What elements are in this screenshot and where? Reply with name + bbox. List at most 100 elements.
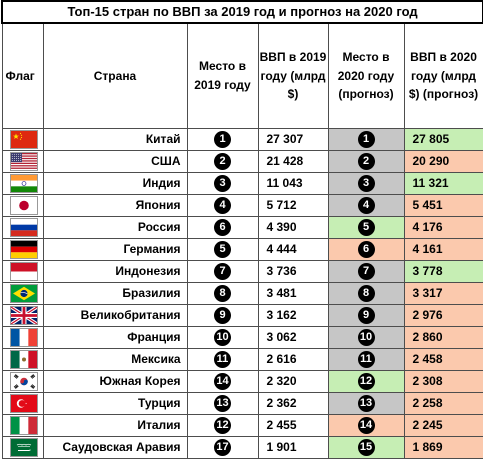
- rank-2020-cell: 13: [327, 392, 405, 415]
- rank-2019-badge: 6: [214, 219, 231, 236]
- gdp-2019-value: 3 162: [257, 304, 329, 327]
- india-flag-icon: [9, 174, 38, 193]
- country-name: Япония: [42, 194, 188, 217]
- gdp-2019-value: 2 362: [257, 392, 329, 415]
- rank-2019-badge: 7: [214, 263, 231, 280]
- rank-2019-badge: 3: [214, 175, 231, 192]
- flag-cell: [1, 348, 44, 371]
- rank-2020-cell: 14: [327, 414, 405, 437]
- rank-2019-badge: 11: [214, 351, 231, 368]
- flag-cell: [1, 216, 44, 239]
- rank-2019-cell: 1: [186, 128, 259, 151]
- flag-cell: [1, 414, 44, 437]
- gdp-2020-value: 3 317: [403, 282, 483, 305]
- rank-2020-cell: 12: [327, 370, 405, 393]
- gdp-2019-value: 2 320: [257, 370, 329, 393]
- rank-2019-cell: 4: [186, 194, 259, 217]
- header-gdp-2020: ВВП в 2020 году (млрд $) (прогноз): [403, 22, 483, 129]
- header-rank-2019: Место в 2019 году: [186, 22, 259, 129]
- rank-2020-badge: 1: [357, 131, 375, 148]
- gdp-2020-value: 2 976: [403, 304, 483, 327]
- rank-2019-cell: 8: [186, 282, 259, 305]
- rank-2019-cell: 2: [186, 150, 259, 173]
- gdp-2020-value: 4 161: [403, 238, 483, 261]
- rank-2020-badge: 4: [357, 197, 375, 214]
- header-flag: Флаг: [1, 22, 44, 129]
- rank-2020-cell: 2: [327, 150, 405, 173]
- gdp-2019-value: 5 712: [257, 194, 329, 217]
- rank-2019-badge: 14: [214, 373, 231, 390]
- gdp-2019-value: 3 062: [257, 326, 329, 349]
- flag-cell: [1, 304, 44, 327]
- table-row: Саудовская Аравия 17 1 901 15 1 869: [1, 436, 483, 459]
- gdp-2019-value: 4 444: [257, 238, 329, 261]
- gdp-2020-value: 2 308: [403, 370, 483, 393]
- country-name: Индия: [42, 172, 188, 195]
- country-name: Германия: [42, 238, 188, 261]
- gdp-2019-value: 2 455: [257, 414, 329, 437]
- country-name: Турция: [42, 392, 188, 415]
- japan-flag-icon: [9, 196, 38, 215]
- rank-2020-cell: 4: [327, 194, 405, 217]
- russia-flag-icon: [9, 218, 38, 237]
- rank-2020-cell: 15: [327, 436, 405, 459]
- rank-2019-cell: 5: [186, 238, 259, 261]
- rank-2019-badge: 9: [214, 307, 231, 324]
- rank-2020-badge: 14: [357, 417, 375, 434]
- table-title: Топ-15 стран по ВВП за 2019 год и прогно…: [0, 0, 483, 24]
- china-flag-icon: [9, 130, 38, 149]
- indonesia-flag-icon: [9, 262, 38, 281]
- country-name: Великобритания: [42, 304, 188, 327]
- germany-flag-icon: [9, 240, 38, 259]
- south-korea-flag-icon: [9, 372, 38, 391]
- header-country: Страна: [42, 22, 188, 129]
- flag-cell: [1, 370, 44, 393]
- rank-2020-cell: 1: [327, 128, 405, 151]
- gdp-2019-value: 11 043: [257, 172, 329, 195]
- rank-2020-badge: 13: [357, 395, 375, 412]
- gdp-2020-value: 5 451: [403, 194, 483, 217]
- rank-2020-cell: 3: [327, 172, 405, 195]
- gdp-2020-value: 1 869: [403, 436, 483, 459]
- rank-2019-badge: 2: [214, 153, 231, 170]
- rank-2019-badge: 8: [214, 285, 231, 302]
- rank-2019-cell: 7: [186, 260, 259, 283]
- gdp-2020-value: 3 778: [403, 260, 483, 283]
- rank-2020-badge: 6: [357, 241, 375, 258]
- country-name: Италия: [42, 414, 188, 437]
- table-row: Индонезия 7 3 736 7 3 778: [1, 260, 483, 283]
- gdp-2020-value: 2 245: [403, 414, 483, 437]
- rank-2019-cell: 10: [186, 326, 259, 349]
- flag-cell: [1, 326, 44, 349]
- gdp-2020-value: 20 290: [403, 150, 483, 173]
- rank-2019-cell: 17: [186, 436, 259, 459]
- rank-2019-cell: 12: [186, 414, 259, 437]
- table-row: Франция 10 3 062 10 2 860: [1, 326, 483, 349]
- country-name: Индонезия: [42, 260, 188, 283]
- rank-2020-cell: 6: [327, 238, 405, 261]
- table-row: Китай 1 27 307 1 27 805: [1, 128, 483, 151]
- rank-2020-cell: 10: [327, 326, 405, 349]
- flag-cell: [1, 172, 44, 195]
- rank-2019-badge: 17: [214, 439, 231, 456]
- rank-2019-cell: 13: [186, 392, 259, 415]
- country-name: США: [42, 150, 188, 173]
- flag-cell: [1, 128, 44, 151]
- rank-2019-badge: 13: [214, 395, 231, 412]
- gdp-2019-value: 21 428: [257, 150, 329, 173]
- gdp-2020-value: 11 321: [403, 172, 483, 195]
- flag-cell: [1, 436, 44, 459]
- rank-2019-badge: 5: [214, 241, 231, 258]
- header-gdp-2019: ВВП в 2019 году (млрд $): [257, 22, 329, 129]
- rank-2020-cell: 7: [327, 260, 405, 283]
- rank-2019-cell: 14: [186, 370, 259, 393]
- table-row: Италия 12 2 455 14 2 245: [1, 414, 483, 437]
- rank-2019-badge: 12: [214, 417, 231, 434]
- table-row: Россия 6 4 390 5 4 176: [1, 216, 483, 239]
- rank-2020-badge: 12: [357, 373, 375, 390]
- country-name: Россия: [42, 216, 188, 239]
- table-row: США 2 21 428 2 20 290: [1, 150, 483, 173]
- country-name: Бразилия: [42, 282, 188, 305]
- rank-2019-cell: 6: [186, 216, 259, 239]
